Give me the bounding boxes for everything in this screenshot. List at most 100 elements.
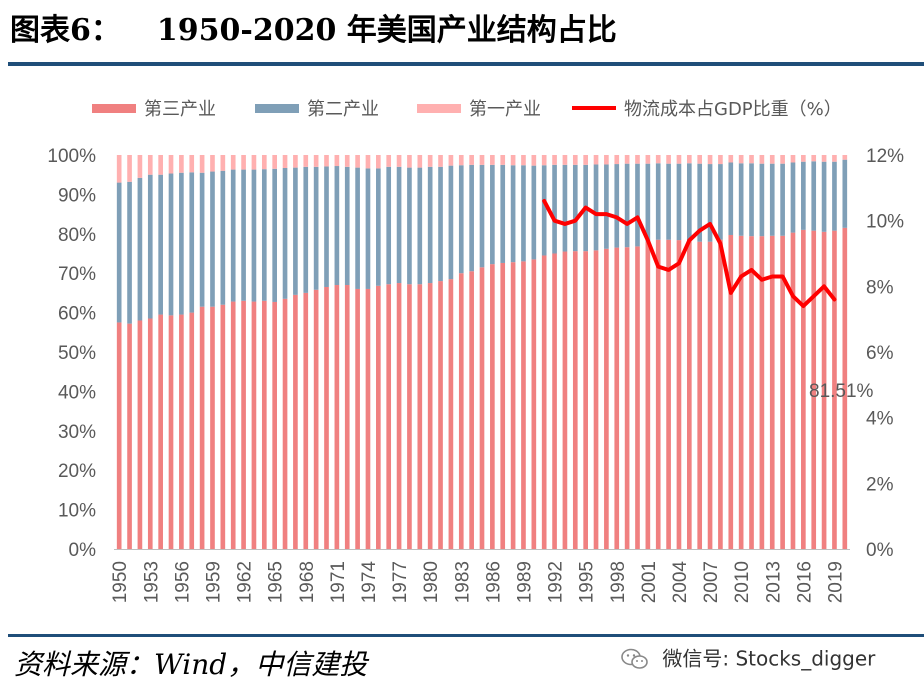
bar-2016-s1 [801,229,806,550]
bar-2012-s1 [759,236,765,549]
bar-2005-s3 [686,155,692,164]
right-tick-label: 4% [866,409,894,430]
bar-2011-s3 [749,155,754,164]
bar-1991-s1 [541,255,547,549]
bar-1973-s1 [355,288,360,549]
bar-2003-s1 [666,239,671,549]
bar-1978-s2 [407,167,412,285]
bar-1972-s3 [344,155,350,167]
bar-1964-s3 [261,155,267,170]
right-tick-label: 12% [866,146,904,167]
bar-1968-s3 [303,155,309,167]
bar-1983-s1 [458,273,464,549]
bar-1968-s1 [303,292,309,549]
bar-1993-s2 [562,164,568,252]
bar-1950-s2 [116,182,122,323]
bar-1977-s1 [396,283,402,549]
x-tick-label: 1992 [546,561,567,603]
bar-2001-s3 [645,155,651,164]
left-tick-label: 70% [58,264,96,285]
bar-1997-s1 [604,248,609,549]
bar-1975-s2 [376,168,381,286]
bar-1997-s3 [604,155,609,165]
bar-1955-s3 [168,155,174,174]
left-tick-label: 100% [47,146,96,167]
bar-1990-s2 [531,165,537,260]
bar-2014-s2 [780,163,785,236]
chart-legend: 第三产业 第二产业 第一产业 物流成本占GDP比重（%） [92,99,842,120]
bar-2010-s3 [738,155,744,164]
left-tick-label: 20% [58,461,96,482]
x-tick-label: 1965 [266,561,287,603]
bar-2001-s1 [645,241,651,549]
x-tick-label: 1977 [390,561,411,603]
bar-1989-s1 [521,261,526,549]
last-value-label: 81.51% [809,381,874,402]
bar-1961-s2 [230,169,236,302]
bar-1998-s2 [614,164,620,248]
bar-2005-s1 [686,240,692,549]
bar-1977-s3 [396,155,402,167]
watermark-text: 微信号: Stocks_digger [662,646,876,671]
x-axis: 1950 1953 1956 1959 1962 1965 1968 1971 1974 1977… [110,549,850,603]
bar-1970-s1 [324,286,329,549]
bar-2003-s2 [666,163,671,240]
bar-1986-s1 [490,264,495,549]
bar-1962-s1 [241,300,246,549]
bar-1990-s1 [531,259,537,549]
bar-1995-s3 [583,155,588,165]
bar-1961-s1 [230,301,236,549]
bar-1992-s2 [552,164,557,254]
bar-2016-s3 [801,155,806,162]
bar-1982-s3 [448,155,454,166]
bar-2017-s3 [811,155,817,162]
bar-2002-s2 [655,163,661,240]
bar-2010-s2 [738,163,744,236]
bar-1957-s1 [189,312,195,549]
bar-1971-s3 [334,155,340,167]
bar-1980-s2 [427,166,433,284]
figure-label: 图表6： [10,13,121,48]
left-axis: 0% 10% 20% 30% 40% 50% 60% 70% 80% 90% 100% [47,146,96,561]
bar-2005-s2 [686,163,692,241]
bar-1965-s2 [272,168,277,302]
bar-1971-s2 [334,166,340,286]
x-tick-label: 1986 [483,561,504,603]
bar-1984-s3 [469,155,474,165]
right-tick-label: 8% [866,277,894,298]
x-tick-label: 1959 [204,561,225,603]
bar-1958-s3 [199,155,205,173]
bar-2004-s2 [676,163,682,241]
bar-1985-s3 [479,155,485,165]
bar-1976-s3 [386,155,392,167]
bar-1998-s1 [614,247,620,549]
left-tick-label: 30% [58,422,96,443]
logistics-cost-line [542,198,837,309]
bar-1996-s2 [593,164,599,251]
bar-2015-s2 [790,162,796,233]
bar-1964-s1 [261,300,267,549]
x-tick-label: 1953 [141,561,162,603]
right-tick-label: 10% [866,212,904,233]
left-tick-label: 10% [58,501,96,522]
bar-1980-s3 [427,155,433,167]
bar-2003-s3 [666,155,671,164]
bar-1983-s3 [458,155,464,166]
chart-title: 1950-2020 年美国产业结构占比 [156,13,617,48]
bar-1974-s2 [365,168,371,289]
x-tick-label: 1968 [297,561,318,603]
bar-1954-s2 [158,174,163,315]
bar-1998-s3 [614,155,620,165]
bar-2002-s3 [655,155,661,164]
bar-2020-s3 [842,155,848,160]
bar-2007-s2 [707,164,713,242]
x-tick-label: 1980 [421,561,442,603]
x-tick-label: 1983 [452,561,473,603]
x-tick-label: 2019 [826,561,847,603]
bar-1963-s1 [251,301,257,549]
bar-2011-s1 [749,236,754,549]
bar-1969-s3 [313,155,319,167]
bar-1963-s2 [251,169,257,302]
bar-1952-s2 [137,177,143,321]
bar-1981-s2 [438,166,443,282]
